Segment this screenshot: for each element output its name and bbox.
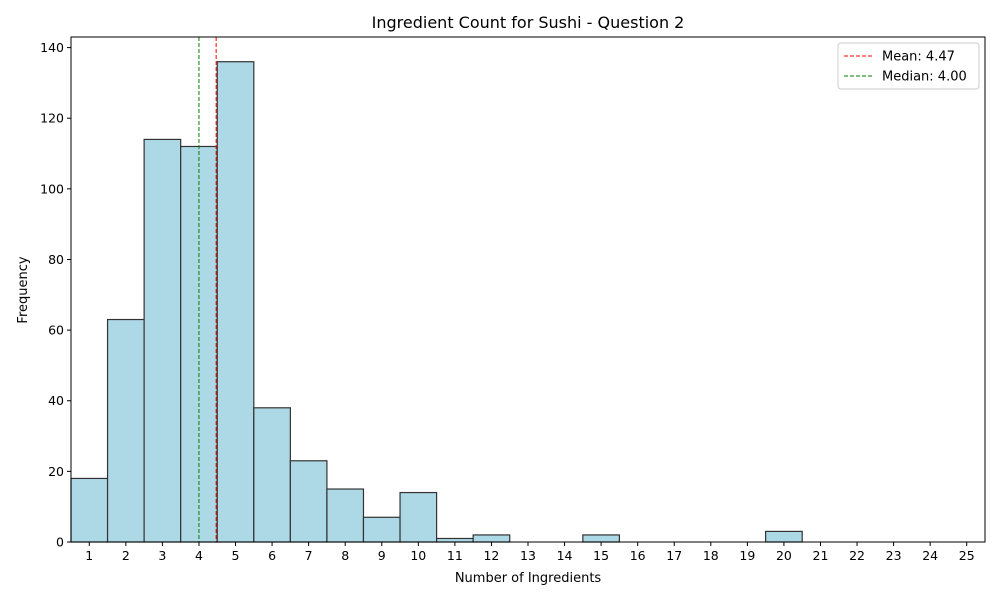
bar-8 [326, 488, 365, 543]
bar-6 [253, 407, 291, 543]
bar-11 [436, 537, 474, 543]
bar-15 [582, 534, 621, 543]
x-tick-label-6: 6 [268, 548, 276, 563]
bar-3 [143, 138, 182, 543]
x-axis-title: Number of Ingredients [455, 571, 602, 586]
legend-box [837, 42, 980, 90]
x-tick-label-22: 22 [849, 548, 865, 563]
x-tick-label-18: 18 [703, 548, 719, 563]
y-tick-label-0: 0 [56, 535, 64, 550]
x-tick-label-12: 12 [483, 548, 499, 563]
y-tick-label-120: 120 [40, 111, 64, 126]
x-tick-label-23: 23 [886, 548, 902, 563]
bar-2 [106, 318, 145, 543]
x-tick-label-21: 21 [813, 548, 829, 563]
y-tick-label-20: 20 [48, 464, 64, 479]
legend-mean-label: Mean: 4.47 [882, 50, 955, 65]
x-tick-label-10: 10 [410, 548, 426, 563]
bar-7 [289, 460, 328, 543]
x-tick-label-3: 3 [158, 548, 166, 563]
bar-1 [70, 477, 109, 543]
x-tick-label-7: 7 [305, 548, 313, 563]
x-tick-label-19: 19 [739, 548, 755, 563]
x-tick-label-20: 20 [776, 548, 792, 563]
x-tick-label-13: 13 [520, 548, 536, 563]
chart-title: Ingredient Count for Sushi - Question 2 [372, 13, 685, 32]
x-tick-label-25: 25 [959, 548, 975, 563]
x-tick-label-24: 24 [922, 548, 938, 563]
x-tick-label-9: 9 [378, 548, 386, 563]
y-tick-label-80: 80 [48, 252, 64, 267]
y-axis-title: Frequency [16, 256, 31, 323]
x-tick-label-14: 14 [557, 548, 573, 563]
x-tick-label-8: 8 [341, 548, 349, 563]
x-tick-label-4: 4 [195, 548, 203, 563]
legend-median-label: Median: 4.00 [882, 70, 967, 85]
y-tick-label-100: 100 [40, 181, 64, 196]
reference-lines [198, 37, 217, 542]
x-tick-label-15: 15 [593, 548, 609, 563]
x-tick-label-11: 11 [447, 548, 463, 563]
x-tick-label-2: 2 [122, 548, 130, 563]
bar-20 [765, 530, 803, 543]
y-tick-label-40: 40 [48, 393, 64, 408]
bar-12 [472, 534, 511, 543]
x-tick-label-1: 1 [85, 548, 93, 563]
x-tick-label-16: 16 [630, 548, 646, 563]
y-tick-label-60: 60 [48, 323, 64, 338]
x-tick-label-17: 17 [666, 548, 682, 563]
x-axis-ticks: 1 2 3 4 5 6 7 8 9 10 11 12 13 14 15 16 17 18 19 20 21 22 23 24 2… [85, 542, 975, 563]
y-tick-label-140: 140 [40, 40, 64, 55]
bar-10 [399, 491, 438, 543]
bar-9 [362, 516, 401, 543]
bars [70, 61, 803, 543]
x-tick-label-5: 5 [232, 548, 240, 563]
legend: Mean: 4.47 Median: 4.00 [837, 42, 980, 90]
bar-5 [216, 61, 255, 543]
y-axis-ticks: 0 20 40 60 80 100 120 140 [40, 40, 71, 550]
